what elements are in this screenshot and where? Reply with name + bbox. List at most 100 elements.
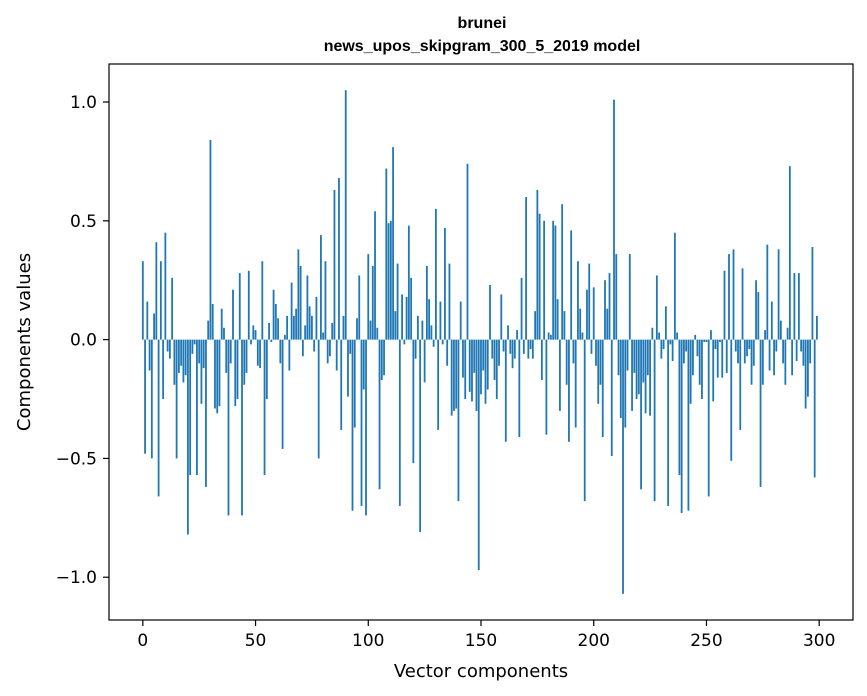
bar <box>387 223 390 340</box>
bar <box>561 204 564 340</box>
bar <box>527 339 530 359</box>
bar <box>374 211 376 340</box>
bar <box>757 292 760 340</box>
bar <box>743 339 746 364</box>
bar <box>457 339 460 502</box>
bar <box>209 140 212 340</box>
bar <box>813 339 816 478</box>
bar <box>193 339 196 345</box>
chart-subtitle: news_upos_skipgram_300_5_2019 model <box>324 38 641 55</box>
bar <box>351 339 354 511</box>
bar <box>669 339 672 345</box>
bar <box>171 277 174 340</box>
bar <box>680 339 683 514</box>
x-tick-label: 300 <box>803 631 835 651</box>
bar <box>155 242 158 340</box>
bar <box>466 163 469 340</box>
bar <box>338 178 340 340</box>
bar <box>362 339 365 390</box>
bar <box>608 273 611 340</box>
bar <box>540 339 543 381</box>
bar <box>694 334 697 340</box>
bar <box>306 275 309 340</box>
bar <box>595 339 597 366</box>
bar <box>592 287 595 340</box>
bar <box>153 313 155 340</box>
bar <box>480 339 482 395</box>
bar <box>534 311 537 340</box>
bar <box>236 339 239 400</box>
bar <box>392 147 394 340</box>
bar <box>640 339 642 490</box>
bar <box>649 339 651 416</box>
bar <box>175 339 178 459</box>
bar <box>500 294 503 340</box>
bar <box>227 339 230 516</box>
bar <box>782 339 785 364</box>
bar <box>410 277 413 340</box>
bar <box>430 325 433 340</box>
x-tick-label: 100 <box>352 631 384 651</box>
bar <box>698 339 701 385</box>
bar <box>730 339 733 461</box>
bar <box>710 330 712 340</box>
bar <box>297 249 300 340</box>
bar <box>173 339 176 385</box>
bar <box>376 327 379 340</box>
bar <box>340 339 343 430</box>
bar <box>146 301 149 340</box>
bar <box>358 275 361 340</box>
bar <box>658 332 661 340</box>
bar <box>606 308 609 340</box>
bar <box>180 339 183 366</box>
bar <box>604 280 606 340</box>
bar <box>164 232 167 340</box>
bar <box>547 332 550 340</box>
bar <box>545 339 548 435</box>
bar <box>696 339 699 357</box>
bar <box>326 339 329 364</box>
bar <box>784 339 787 385</box>
bar <box>261 261 264 340</box>
bar <box>441 339 444 345</box>
bar <box>295 308 298 340</box>
bar <box>198 339 201 364</box>
bar <box>624 339 627 428</box>
bar <box>191 339 194 354</box>
bar <box>396 263 399 340</box>
bar <box>279 339 282 364</box>
bar <box>369 320 372 340</box>
bar <box>446 339 449 366</box>
bar <box>678 339 681 476</box>
bar <box>168 339 171 359</box>
bar <box>166 339 169 352</box>
bar <box>450 339 453 416</box>
bar <box>162 339 165 400</box>
bar <box>768 339 771 371</box>
bar <box>187 339 189 535</box>
bar <box>333 189 336 340</box>
bar <box>394 311 397 340</box>
bar <box>453 339 455 411</box>
bar <box>728 254 730 340</box>
bar <box>597 339 600 404</box>
bar <box>225 339 228 373</box>
bar <box>182 339 185 383</box>
bar <box>590 339 593 354</box>
bar <box>407 225 410 340</box>
bar <box>425 265 428 340</box>
x-tick-label: 0 <box>137 631 148 651</box>
bar <box>586 289 588 340</box>
bar <box>477 339 480 571</box>
bar <box>795 339 798 361</box>
bar <box>816 315 818 340</box>
bar <box>572 339 575 364</box>
bar <box>254 330 257 340</box>
bar <box>218 339 221 407</box>
bar <box>272 289 275 340</box>
bar <box>761 339 764 385</box>
bar <box>626 339 629 371</box>
x-axis-label: Vector components <box>394 661 568 682</box>
bar <box>554 225 557 340</box>
